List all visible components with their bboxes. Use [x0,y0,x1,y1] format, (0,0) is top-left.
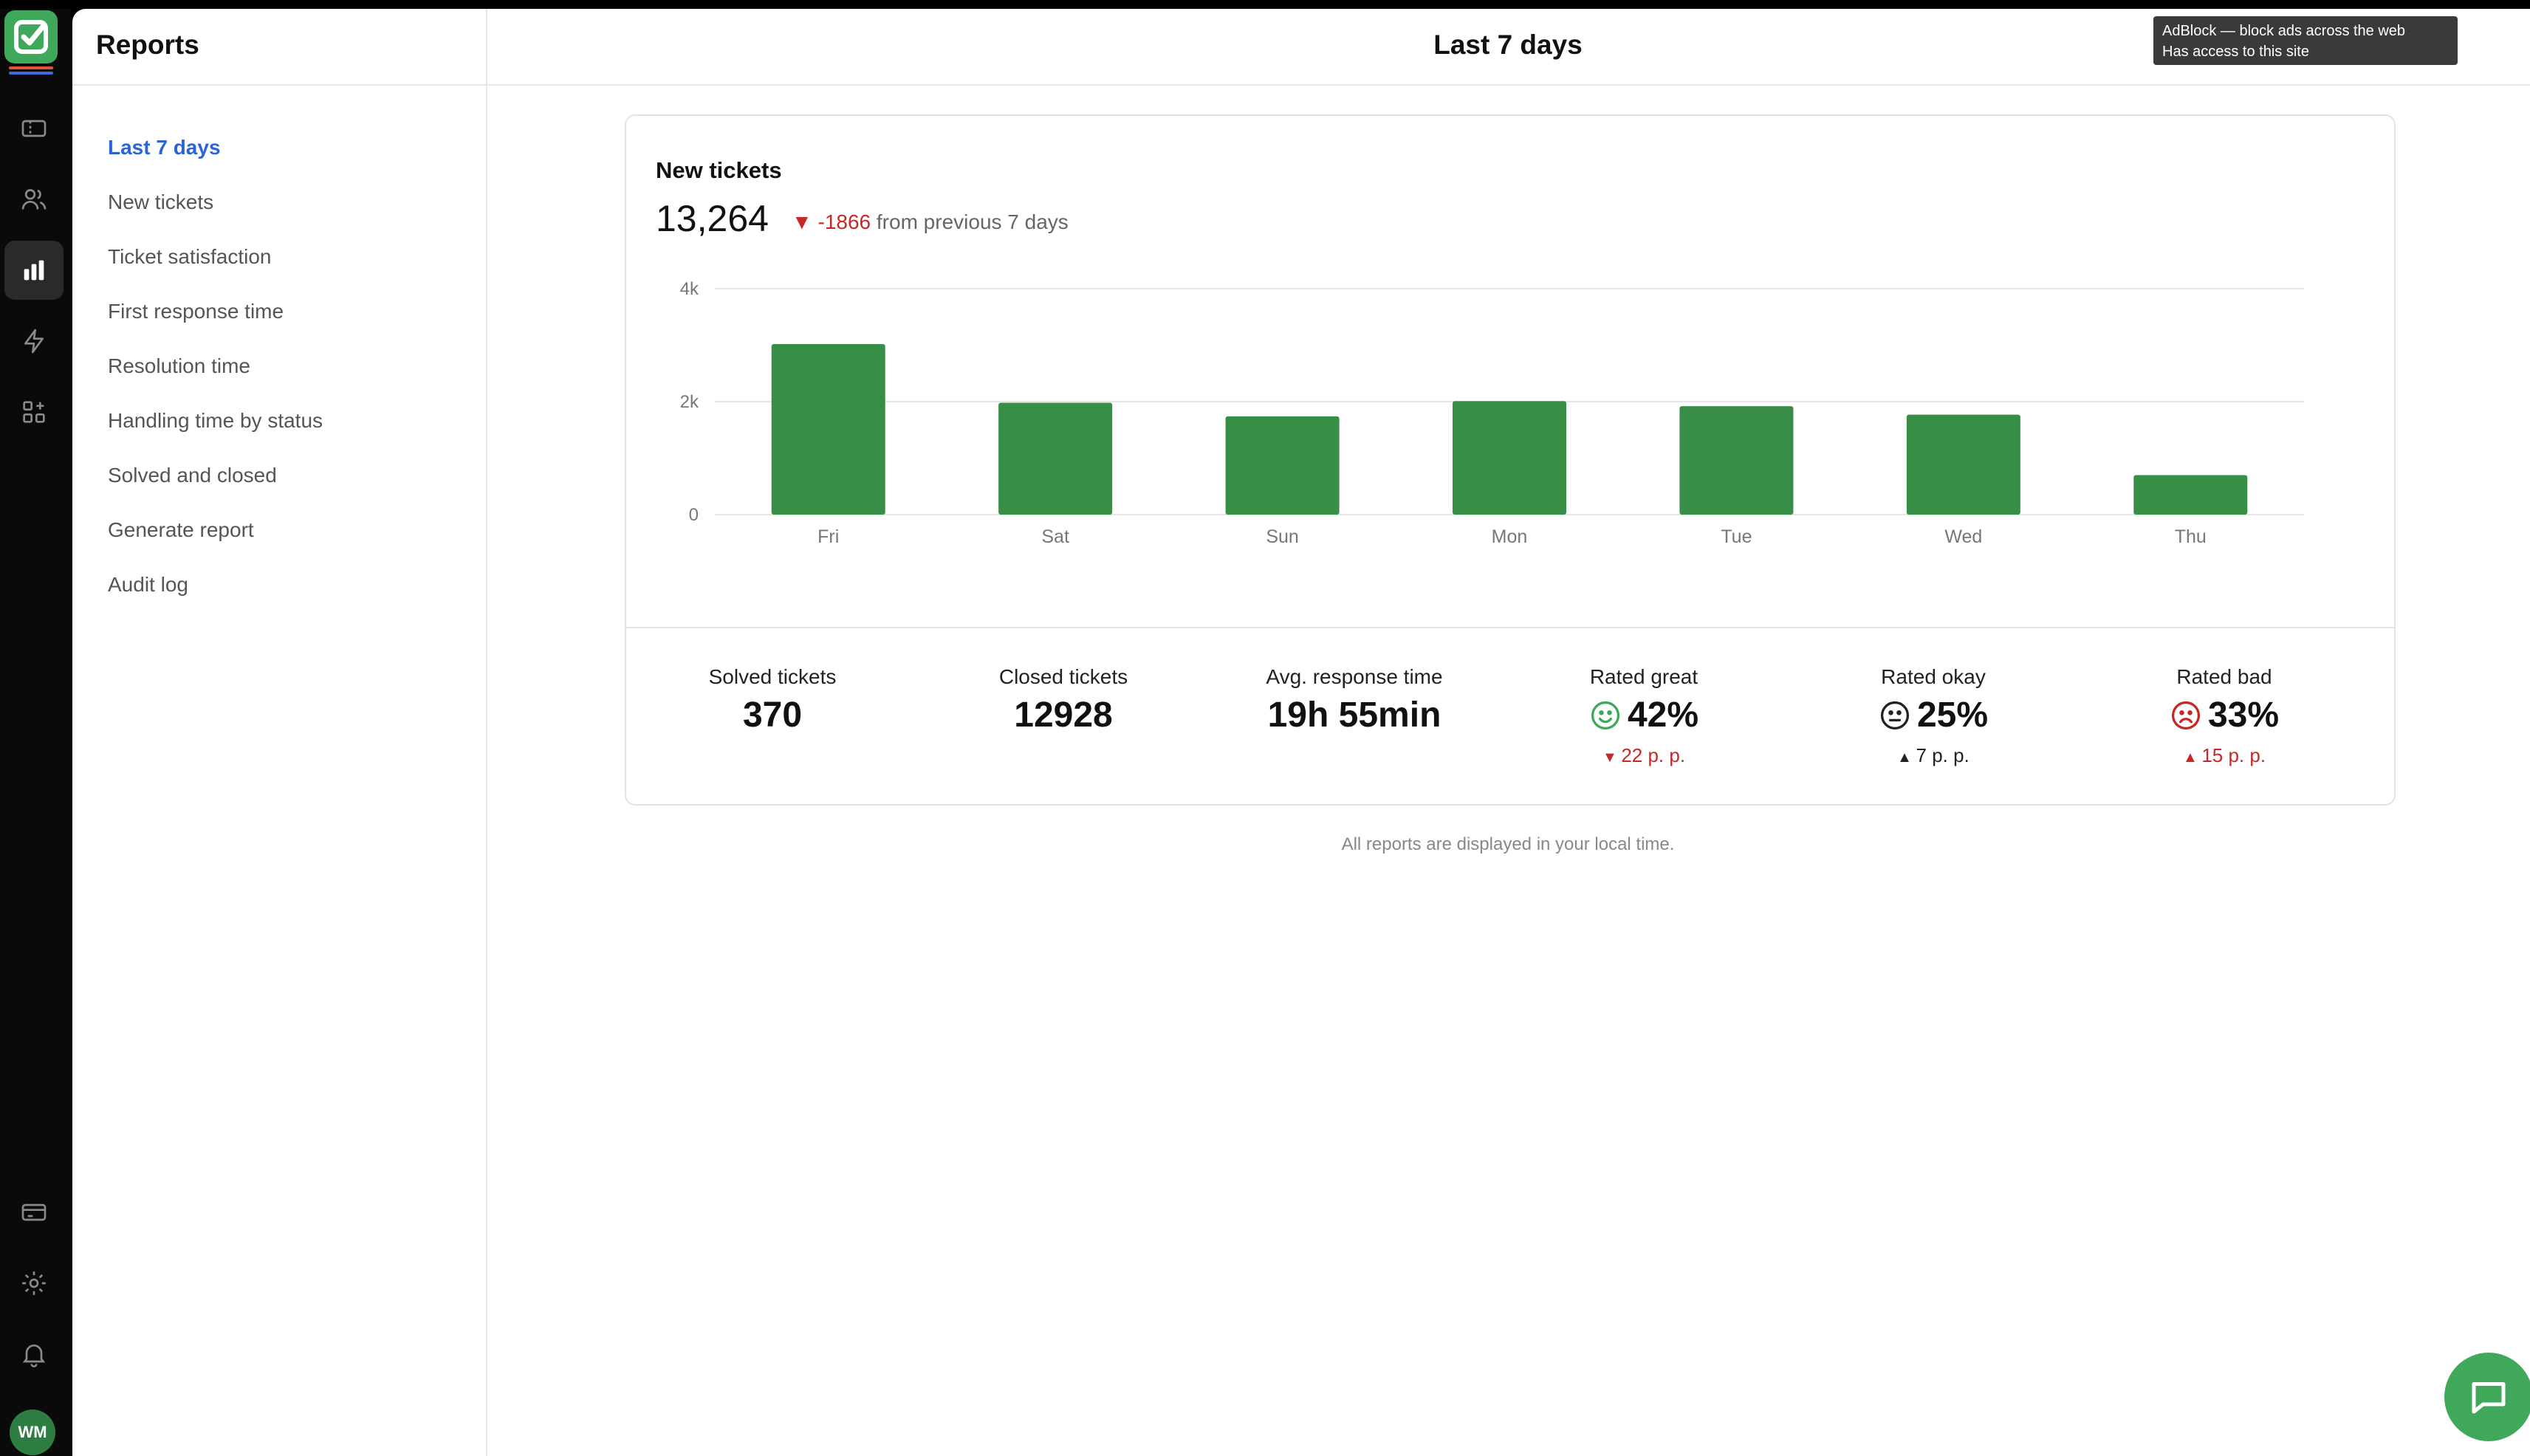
billing-icon[interactable] [4,1183,64,1242]
tooltip-line: Has access to this site [2162,44,2309,60]
stat-change: ▲ 7 p. p. [1808,744,2059,767]
tickets-total: 13,264 [656,198,769,239]
divider [626,627,2394,628]
stat-value: 12928 [938,695,1189,735]
ticket-icon[interactable] [4,99,64,158]
page-header: Last 7 days [486,9,2530,86]
stat-change-text: 15 p. p. [2201,744,2266,766]
stat-rated-great: Rated great 42% ▼ 22 p. p. [1518,665,1769,767]
smile-icon [1589,699,1622,732]
stat-change-text: 22 p. p. [1621,744,1686,766]
stat-value: 370 [647,695,898,735]
bell-icon[interactable] [4,1325,64,1384]
x-tick-label: Thu [2175,526,2207,547]
app-rail: WM [0,9,71,1456]
bar-fri[interactable] [771,343,885,515]
stat-value-text: 19h 55min [1267,696,1441,735]
neutral-face-icon [1879,699,1911,732]
bar-thu[interactable] [2133,475,2248,515]
app-logo[interactable] [4,10,58,75]
stat-change-text: 7 p. p. [1916,744,1970,766]
stat-value: 33% [2099,695,2350,735]
subnav-title: Reports [96,30,199,60]
x-tick-label: Wed [1944,526,1982,547]
stat-value-text: 12928 [1014,696,1113,735]
triangle-up-icon: ▲ [1897,749,1916,766]
subnav-item-handling-time[interactable]: Handling time by status [108,409,323,432]
bar-sat[interactable] [998,402,1113,515]
logo-check-icon [14,20,48,54]
bolt-icon[interactable] [4,312,64,371]
timezone-note: All reports are displayed in your local … [1341,834,1675,854]
stat-label: Rated bad [2176,665,2272,688]
divider [72,84,486,86]
x-tick-label: Mon [1492,526,1528,547]
tickets-delta: ▼ -1866 from previous 7 days [792,210,1069,234]
avatar[interactable]: WM [10,1409,55,1455]
frown-icon [2170,699,2202,732]
x-tick-label: Sat [1041,526,1069,547]
stat-label: Solved tickets [708,665,837,688]
chat-widget-button[interactable] [2444,1353,2530,1441]
stat-change: ▲ 15 p. p. [2099,744,2350,767]
stat-label: Closed tickets [998,665,1128,688]
stat-label: Avg. response time [1266,665,1443,688]
subnav-item-first-response-time[interactable]: First response time [108,300,284,323]
subnav-item-audit-log[interactable]: Audit log [108,573,188,596]
triangle-up-icon: ▲ [2182,749,2202,766]
adblock-tooltip: AdBlock — block ads across the web Has a… [2153,16,2458,65]
reports-icon[interactable] [4,241,64,300]
x-tick-label: Sun [1266,526,1298,547]
subnav-item-new-tickets[interactable]: New tickets [108,190,214,213]
main-panel: Reports Last 7 days New tickets Ticket s… [72,9,2530,1456]
triangle-down-icon: ▼ [792,210,812,233]
stat-rated-bad: Rated bad 33% ▲ 15 p. p. [2099,665,2350,767]
y-tick-label: 0 [689,505,699,525]
subnav-item-resolution-time[interactable]: Resolution time [108,354,250,377]
stat-solved-tickets: Solved tickets 370 [647,665,898,735]
stat-value-text: 25% [1916,696,1989,735]
new-tickets-card: New tickets 13,264 ▼ -1866 from previous… [625,114,2396,806]
card-title: New tickets [656,157,782,183]
subnav-item-solved-and-closed[interactable]: Solved and closed [108,464,277,487]
bar-mon[interactable] [1453,401,1566,515]
stat-label: Rated okay [1881,665,1986,688]
stat-value: 19h 55min [1229,695,1480,735]
bar-wed[interactable] [1906,414,2020,515]
chat-icon [2472,1382,2506,1414]
stat-value-text: 33% [2207,696,2280,735]
reports-subnav: Reports Last 7 days New tickets Ticket s… [72,9,487,1456]
delta-suffix: from previous 7 days [871,210,1069,233]
triangle-down-icon: ▼ [1602,749,1622,766]
bar-sun[interactable] [1225,416,1340,515]
stat-label: Rated great [1589,665,1698,688]
x-tick-label: Tue [1721,526,1752,547]
stat-rated-okay: Rated okay 25% ▲ 7 p. p. [1808,665,2059,767]
stat-value: 42% [1518,695,1769,735]
new-tickets-bar-chart: 4k 2k 0 Fri Sat Sun Mon Tue Wed Thu [680,279,2304,547]
tooltip-line: AdBlock — block ads across the web [2162,23,2406,39]
apps-icon[interactable] [4,382,64,442]
y-tick-label: 2k [680,392,699,412]
people-icon[interactable] [4,170,64,229]
stat-value-text: 370 [742,696,803,735]
stat-avg-response-time: Avg. response time 19h 55min [1229,665,1480,735]
bar-tue[interactable] [1679,406,1794,515]
y-tick-label: 4k [680,279,699,299]
x-tick-label: Fri [817,526,839,547]
page-title: Last 7 days [1433,30,1583,60]
stat-closed-tickets: Closed tickets 12928 [938,665,1189,735]
stat-value: 25% [1808,695,2059,735]
stat-value-text: 42% [1627,696,1699,735]
subnav-item-last-7-days[interactable]: Last 7 days [108,136,221,159]
delta-value: -1866 [817,210,871,233]
subnav-item-ticket-satisfaction[interactable]: Ticket satisfaction [108,245,272,268]
settings-icon[interactable] [4,1254,64,1313]
subnav-item-generate-report[interactable]: Generate report [108,518,254,541]
stat-change: ▼ 22 p. p. [1518,744,1769,767]
